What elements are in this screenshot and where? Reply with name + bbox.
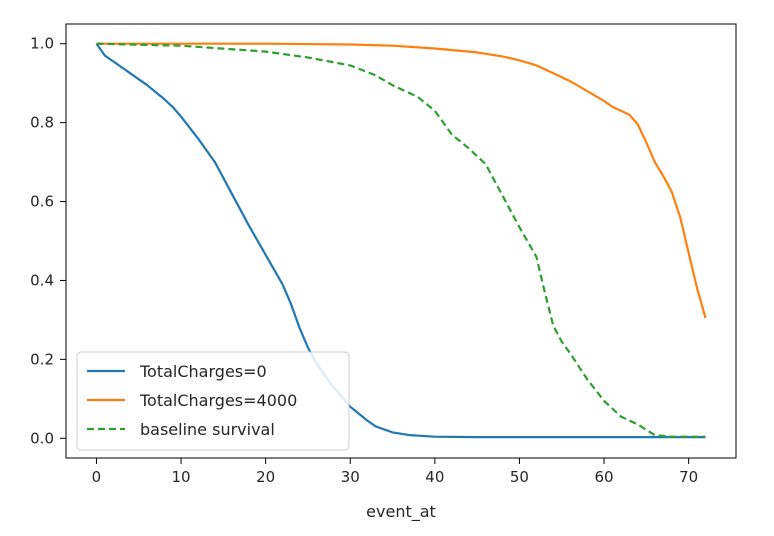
series-line-2	[96, 42, 706, 438]
x-tick-label: 10	[172, 468, 191, 486]
x-tick-label: 20	[256, 468, 275, 486]
series-line-1	[96, 42, 707, 319]
x-tick-label: 60	[594, 468, 613, 486]
y-tick-label: 0.2	[30, 350, 54, 368]
x-tick-label: 70	[679, 468, 698, 486]
y-tick-label: 0.6	[30, 193, 54, 211]
legend-label-2: baseline survival	[140, 420, 275, 439]
x-axis-label: event_at	[366, 502, 436, 522]
legend-box	[76, 351, 350, 451]
series-line-0	[95, 43, 706, 439]
axis-layer: 0 10 20 30 40 50 60 70 0.0 0.2 0.4 0.6 0.8 1.0	[30, 35, 698, 486]
legend-label-0: TotalCharges=0	[139, 362, 267, 381]
y-tick-label: 0.0	[30, 429, 54, 447]
legend: TotalCharges=0 TotalCharges=4000 baseline …	[76, 351, 350, 451]
legend-label-1: TotalCharges=4000	[139, 391, 297, 410]
x-tick-label: 0	[92, 468, 102, 486]
plot-frame	[65, 23, 737, 459]
x-tick-label: 40	[425, 468, 444, 486]
x-tick-label: 50	[510, 468, 529, 486]
series-layer	[95, 42, 707, 439]
y-tick-label: 0.8	[30, 114, 54, 132]
y-tick-label: 1.0	[30, 35, 54, 53]
x-tick-label: 30	[341, 468, 360, 486]
y-tick-label: 0.4	[30, 271, 54, 289]
